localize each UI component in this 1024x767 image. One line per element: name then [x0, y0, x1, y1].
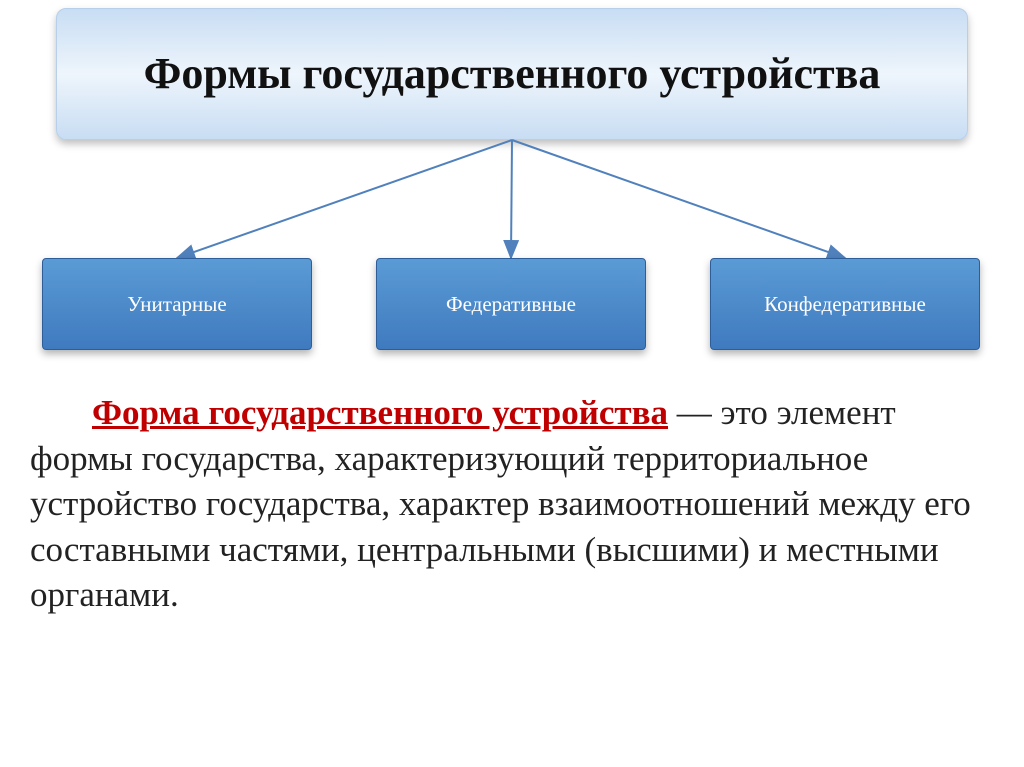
child-box-confederal: Конфедеративные — [710, 258, 980, 350]
title-text: Формы государственного устройства — [144, 50, 881, 98]
child-label: Унитарные — [127, 292, 226, 317]
title-box: Формы государственного устройства — [56, 8, 968, 140]
child-box-unitary: Унитарные — [42, 258, 312, 350]
child-box-federal: Федеративные — [376, 258, 646, 350]
child-label: Конфедеративные — [764, 292, 926, 317]
definition-term: Форма государственного устройства — [92, 393, 668, 432]
child-label: Федеративные — [446, 292, 576, 317]
definition-paragraph: Форма государственного устройства — это … — [30, 390, 990, 618]
